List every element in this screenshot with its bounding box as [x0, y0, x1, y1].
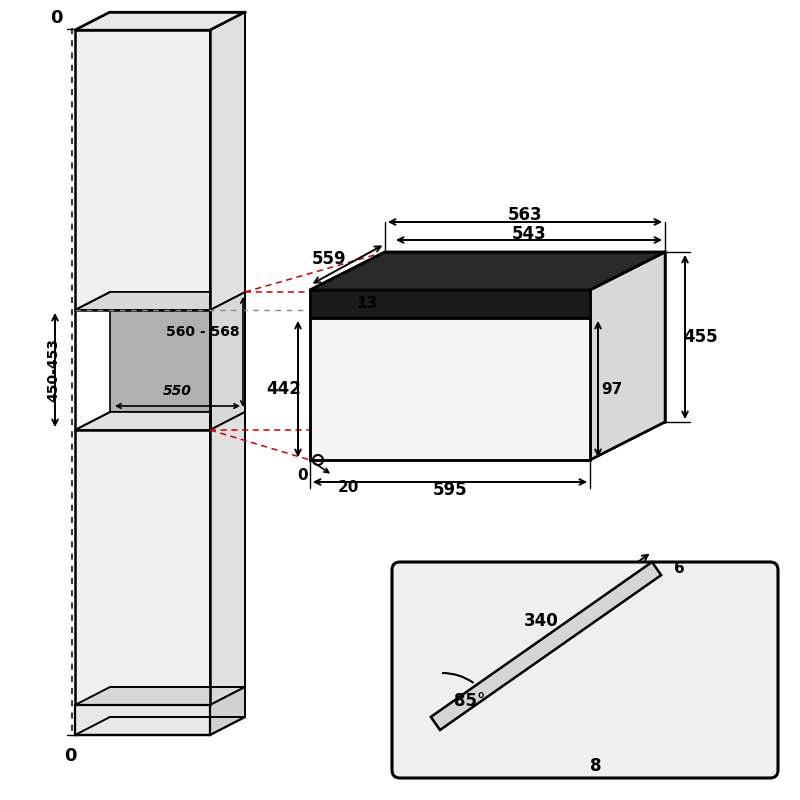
Polygon shape — [590, 252, 665, 460]
Text: 13: 13 — [357, 297, 378, 311]
Polygon shape — [310, 252, 665, 290]
Polygon shape — [210, 12, 245, 310]
FancyBboxPatch shape — [392, 562, 778, 778]
Text: 442: 442 — [266, 380, 302, 398]
Polygon shape — [75, 12, 245, 30]
Polygon shape — [210, 687, 245, 735]
Text: 543: 543 — [512, 225, 546, 243]
Text: 0: 0 — [298, 468, 308, 483]
Polygon shape — [75, 412, 245, 430]
Polygon shape — [431, 562, 661, 730]
Polygon shape — [75, 430, 210, 705]
Polygon shape — [75, 705, 210, 735]
Text: 560 - 568: 560 - 568 — [166, 325, 240, 339]
Text: 20: 20 — [338, 480, 359, 495]
Polygon shape — [75, 30, 210, 310]
Polygon shape — [310, 290, 590, 460]
Polygon shape — [310, 252, 665, 290]
Polygon shape — [110, 292, 245, 412]
Polygon shape — [210, 412, 245, 705]
Text: 550: 550 — [162, 384, 191, 398]
Text: 97: 97 — [602, 382, 622, 397]
Text: 0: 0 — [64, 747, 76, 765]
Text: 0: 0 — [50, 9, 63, 27]
Text: 85°: 85° — [454, 691, 486, 710]
Polygon shape — [75, 292, 245, 310]
Text: 8: 8 — [590, 757, 602, 775]
Text: 450-453: 450-453 — [46, 338, 60, 402]
Polygon shape — [210, 292, 245, 430]
Polygon shape — [75, 687, 245, 705]
Text: 340: 340 — [524, 613, 558, 630]
Text: 595: 595 — [433, 481, 467, 499]
Text: 455: 455 — [684, 328, 718, 346]
Polygon shape — [310, 290, 590, 318]
Text: 563: 563 — [508, 206, 542, 224]
Text: 6: 6 — [674, 561, 685, 576]
Text: 559: 559 — [312, 250, 347, 269]
